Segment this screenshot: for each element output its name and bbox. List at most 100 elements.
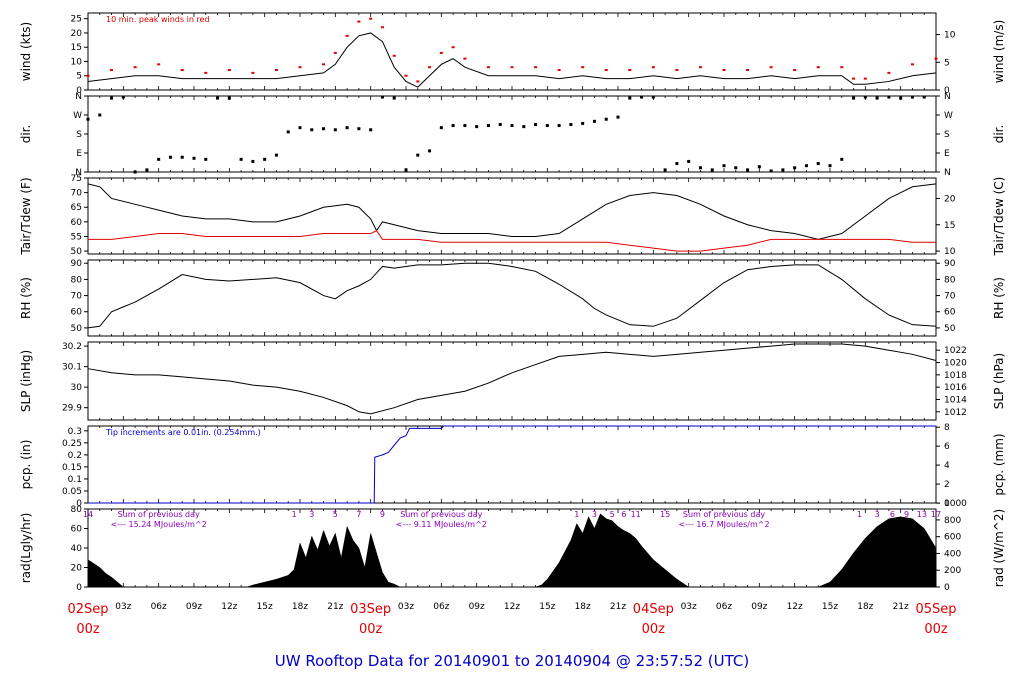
dir-point — [746, 168, 750, 172]
rad-day-note: <--- 16.7 MJoules/m^2 — [678, 520, 769, 529]
wind-peak-point — [274, 69, 278, 72]
pcp-ylabel-right: pcp. (mm) — [992, 433, 1006, 495]
hour-tick-label: 06z — [151, 602, 167, 612]
wind-peak-point — [157, 63, 161, 66]
wind-ytick-label: 5 — [76, 72, 82, 82]
wind-ylabel: wind (kts) — [19, 22, 33, 81]
rh-panel-frame — [87, 259, 937, 337]
dir-point — [404, 168, 408, 172]
rh-ytick-label: 50 — [71, 324, 83, 334]
wind-peak-point — [333, 51, 337, 54]
wind-peak-point — [604, 69, 608, 72]
wind-peak-point — [251, 71, 255, 74]
wind-peak-point — [345, 34, 349, 37]
rad-hour-marker: 3 — [875, 510, 880, 519]
rad-day-note: Sum of previous day — [683, 510, 765, 519]
wind-peak-point — [86, 74, 90, 77]
rad-ytick-right-label: 800 — [944, 516, 961, 526]
dir-ytick-label: N — [75, 92, 82, 102]
hour-tick-label: 03z — [115, 602, 131, 612]
pcp-ytick-label: 0 — [76, 499, 82, 509]
rad-hour-marker: 5 — [333, 510, 338, 519]
dir-point — [121, 95, 125, 99]
dir-ylabel-right: dir. — [992, 125, 1006, 144]
pcp-ytick-label: 0.15 — [62, 463, 82, 473]
wind-peak-point — [910, 63, 914, 66]
dir-point — [274, 153, 278, 157]
rad-ytick-label: 20 — [71, 564, 83, 574]
dir-point — [263, 157, 267, 161]
dir-point — [722, 164, 726, 168]
wind-ytick-label: 15 — [71, 43, 82, 53]
rad-hour-marker: 3 — [592, 510, 597, 519]
dir-point — [640, 95, 644, 99]
wind-peak-point — [227, 69, 231, 72]
hour-tick-label: 09z — [751, 602, 767, 612]
rad-day-note: Sum of previous day — [400, 510, 482, 519]
pcp-ytick-right-label: 6 — [944, 442, 950, 452]
rad-day-note: Sum of previous day — [118, 510, 200, 519]
wind-peak-point — [298, 66, 302, 69]
dir-point — [675, 162, 679, 166]
dir-point — [322, 127, 326, 131]
wind-peak-point — [416, 80, 420, 83]
dir-point — [168, 155, 172, 159]
hour-tick-label: 03z — [398, 602, 414, 612]
hour-tick-label: 15z — [822, 602, 838, 612]
wind-peak-point — [110, 69, 114, 72]
dir-point — [757, 165, 761, 169]
dir-point — [416, 153, 420, 157]
wind-peak-point — [628, 69, 632, 72]
slp-ytick-right-label: 1012 — [944, 408, 967, 418]
dir-point — [828, 164, 832, 168]
rh-ytick-right-label: 70 — [944, 292, 956, 302]
temp-series-line — [88, 229, 936, 252]
dir-point — [380, 95, 384, 99]
wind-peak-point — [840, 66, 844, 69]
dir-point — [522, 125, 526, 129]
dir-point — [345, 126, 349, 130]
dir-point — [628, 96, 632, 100]
dir-point — [852, 96, 856, 100]
wind-peak-point — [392, 54, 396, 57]
dir-point — [204, 157, 208, 161]
date-tick-label: 04Sep — [633, 602, 674, 617]
dir-point — [592, 119, 596, 123]
hour-tick-label: 21z — [610, 602, 626, 612]
pcp-ytick-right-label: 0 — [944, 499, 950, 509]
wind-peak-point — [204, 71, 208, 74]
pcp-ytick-label: 0.3 — [68, 427, 82, 437]
wind-peak-point — [463, 57, 467, 60]
wind-ytick-label: 0 — [76, 86, 82, 96]
wind-peak-point — [451, 46, 455, 49]
dir-point — [298, 126, 302, 130]
hour-tick-label: 12z — [787, 602, 803, 612]
wind-peak-point — [133, 66, 137, 69]
rh-ytick-label: 90 — [71, 259, 83, 269]
dir-point — [239, 157, 243, 161]
rad-hour-marker: 5 — [610, 510, 615, 519]
dir-ytick-right-label: N — [944, 168, 951, 178]
hour-tick-label: 12z — [221, 602, 237, 612]
hour-tick-label: 06z — [433, 602, 449, 612]
wind-peak-point — [722, 69, 726, 72]
date-tick-label: 05Sep — [915, 602, 956, 617]
dir-point — [498, 123, 502, 126]
wind-peak-point — [887, 71, 891, 74]
slp-ytick-label: 30.1 — [62, 363, 82, 373]
rad-ylabel: rad(Lgly/hr) — [19, 513, 33, 584]
dir-point — [687, 159, 691, 163]
wind-peak-point — [439, 51, 443, 54]
dir-point — [310, 128, 314, 132]
rad-hour-marker: 9 — [904, 510, 909, 519]
slp-ytick-label: 30.2 — [62, 342, 82, 352]
hour-tick-label: 15z — [539, 602, 555, 612]
wind-peak-point — [793, 69, 797, 72]
wind-peak-point — [534, 66, 538, 69]
dir-point — [227, 96, 231, 100]
hour-tick-label: 09z — [469, 602, 485, 612]
temp-ytick-label: 70 — [71, 189, 83, 199]
rad-hour-marker: 6 — [621, 510, 626, 519]
rad-hour-marker: 6 — [890, 510, 895, 519]
